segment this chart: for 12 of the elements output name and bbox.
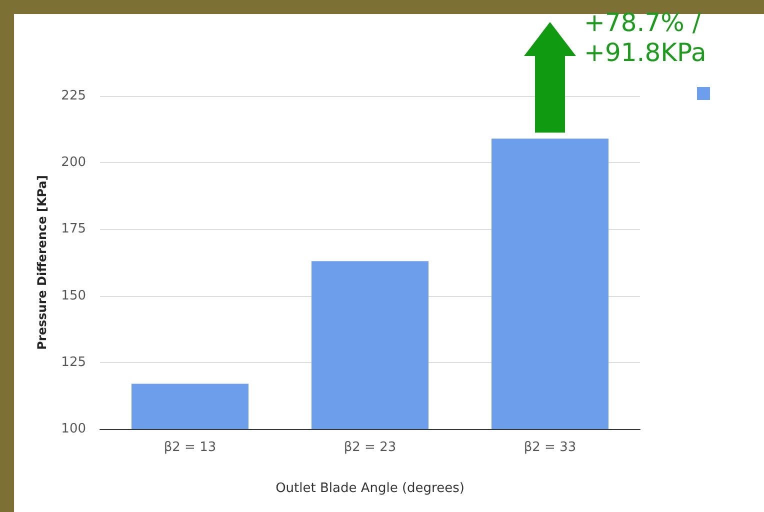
x-tick-label: β2 = 23 bbox=[344, 440, 396, 455]
y-tick-label: 225 bbox=[61, 88, 86, 104]
y-tick-label: 175 bbox=[61, 222, 86, 237]
y-tick-label: 200 bbox=[61, 155, 86, 170]
y-tick-label: 125 bbox=[61, 354, 86, 370]
x-axis-title: Outlet Blade Angle (degrees) bbox=[276, 481, 464, 496]
y-axis-title: Pressure Difference [KPa] bbox=[35, 175, 49, 350]
y-tick-label: 150 bbox=[61, 288, 86, 304]
y-tick-label: 100 bbox=[61, 422, 86, 436]
x-tick-label: β2 = 13 bbox=[164, 440, 216, 455]
x-tick-label: β2 = 33 bbox=[524, 440, 576, 455]
text: +78.7% / +91.8KPa bbox=[584, 8, 708, 68]
